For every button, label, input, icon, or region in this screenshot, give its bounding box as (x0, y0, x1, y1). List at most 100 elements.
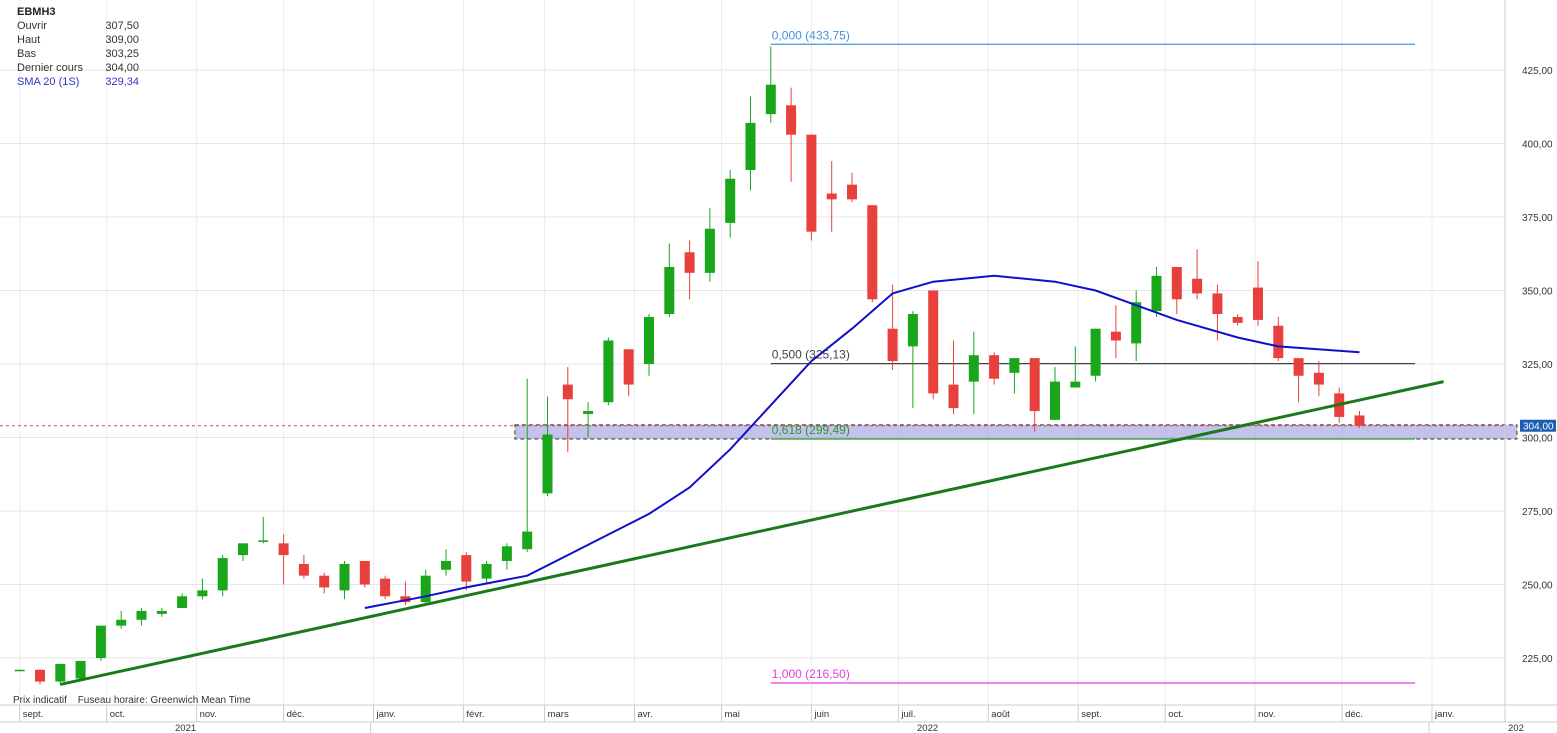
x-month-label: oct. (1168, 709, 1183, 720)
x-month-label: déc. (287, 709, 305, 720)
info-row-open: Ouvrir 307,50 (17, 20, 139, 32)
x-year-label: 2021 (175, 723, 196, 733)
candle-body (765, 84, 776, 115)
candle-body (1131, 302, 1142, 344)
candle-body (380, 578, 391, 597)
y-tick-label: 375,00 (1522, 213, 1553, 224)
candle-body (238, 543, 248, 556)
fib-level-label: 0,000 (433,75) (772, 28, 850, 42)
ohlc-info-panel: EBMH3 Ouvrir 307,50 Haut 309,00 Bas 303,25 … (17, 5, 139, 89)
info-row-high: Haut 309,00 (17, 34, 139, 46)
candle-body (704, 228, 715, 273)
fib-level-label: 0,618 (299,49) (772, 423, 850, 437)
timezone-note: Fuseau horaire: Greenwich Mean Time (77, 695, 251, 706)
candle-body (1273, 325, 1284, 359)
x-month-label: juin (813, 709, 829, 720)
grid (0, 0, 1505, 705)
x-month-label: nov. (200, 709, 217, 720)
candle-body (745, 122, 756, 170)
candle-body (1354, 415, 1365, 426)
candle-body (907, 314, 918, 347)
y-tick-label: 225,00 (1522, 654, 1553, 665)
sma-line-group (364, 274, 1360, 609)
candle-body (847, 184, 857, 200)
y-tick-label: 325,00 (1522, 360, 1553, 371)
candle-body (75, 660, 86, 679)
info-row-low: Bas 303,25 (17, 48, 139, 60)
candle-body (278, 543, 289, 556)
candle-body (217, 558, 228, 591)
trendline (59, 380, 1444, 686)
info-row-last: Dernier cours 304,00 (17, 62, 139, 74)
candle-body (644, 316, 654, 364)
last-price-tag (1520, 419, 1556, 432)
candle-body (887, 328, 898, 362)
chart-footer-note: Prix indicatif Fuseau horaire: Greenwich… (13, 695, 259, 706)
candle-body (481, 563, 492, 579)
candle-body (298, 563, 309, 576)
candle-body (55, 663, 66, 682)
x-year-label: 2022 (917, 723, 938, 733)
x-month-label: nov. (1258, 709, 1275, 720)
candle-body (989, 355, 1000, 379)
y-tick-label: 350,00 (1522, 287, 1553, 298)
candle-body (116, 619, 127, 626)
candle-body (359, 560, 370, 585)
x-month-label: avr. (638, 709, 653, 720)
candle-body (603, 340, 614, 403)
candle-body (136, 610, 147, 620)
candle-body (583, 411, 594, 414)
y-tick-label: 300,00 (1522, 434, 1553, 445)
candle-body (1171, 266, 1182, 300)
x-month-label: janv. (1434, 709, 1454, 720)
candle-body (1151, 275, 1162, 312)
candle-body (1050, 381, 1060, 420)
candle-body (461, 555, 472, 582)
indicative-price-note: Prix indicatif (13, 695, 67, 706)
fib-level-label: 0,500 (325,13) (772, 348, 850, 362)
candle-body (501, 546, 512, 561)
trendline-group (59, 380, 1444, 686)
candle-body (1192, 278, 1203, 294)
x-month-label: sept. (23, 709, 44, 720)
candle-body (867, 205, 878, 300)
candle-body (1293, 358, 1304, 376)
symbol-label: EBMH3 (17, 6, 56, 18)
candle-body (928, 290, 939, 394)
x-month-label: janv. (376, 709, 396, 720)
x-month-label: déc. (1345, 709, 1363, 720)
fibonacci-levels: 0,000 (433,75) 0,500 (325,13) 0,618 (299,4… (770, 28, 1415, 684)
candle-body (806, 134, 817, 232)
candle-body (968, 355, 979, 382)
x-month-label: mai (725, 709, 740, 720)
y-tick-label: 250,00 (1522, 581, 1553, 592)
candlesticks (14, 46, 1365, 685)
candle-body (177, 596, 188, 609)
candle-body (664, 266, 675, 315)
y-tick-label: 275,00 (1522, 507, 1553, 518)
x-month-label: oct. (110, 709, 125, 720)
candle-body (1029, 358, 1040, 412)
candle-body (1212, 293, 1223, 315)
x-month-label: sept. (1081, 709, 1102, 720)
candle-body (786, 105, 797, 135)
candle-body (258, 540, 269, 542)
candle-body (420, 575, 431, 603)
candle-body (1070, 381, 1081, 388)
candle-body (35, 669, 45, 682)
x-year-label: 202 (1508, 723, 1524, 733)
sma-line (364, 274, 1360, 609)
candle-body (623, 349, 634, 385)
candle-body (684, 252, 695, 273)
candle-body (339, 563, 350, 591)
candle-body (725, 178, 736, 223)
y-tick-label: 425,00 (1522, 66, 1553, 77)
candle-body (441, 560, 451, 570)
x-month-label: mars (548, 709, 569, 720)
x-month-label: juil. (900, 709, 915, 720)
support-zone-rect (514, 424, 1518, 440)
candle-body (826, 193, 837, 200)
y-tick-label: 400,00 (1522, 140, 1553, 151)
